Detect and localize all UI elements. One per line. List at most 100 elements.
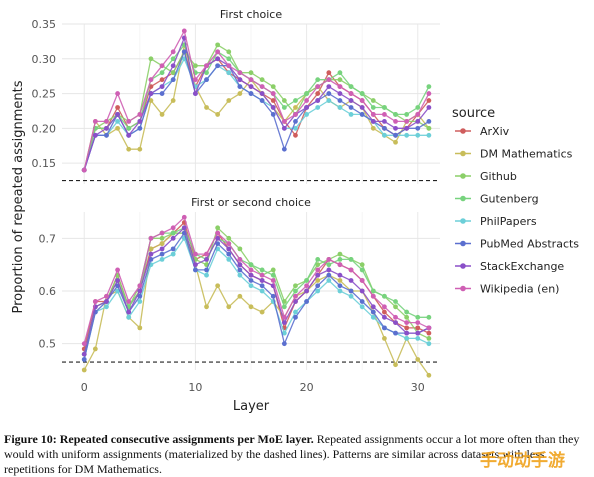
y-tick-label: 0.35 [32, 18, 57, 31]
data-point [315, 84, 321, 90]
data-point [393, 304, 398, 310]
data-point [104, 125, 109, 131]
data-point [326, 84, 332, 90]
data-point [170, 251, 176, 257]
series-line [83, 221, 430, 350]
y-axis-title: Proportion of repeated assignments [11, 80, 26, 313]
data-point [126, 132, 132, 138]
series-wikipedia-en- [81, 28, 432, 173]
data-point [337, 272, 343, 278]
data-point [248, 91, 254, 96]
data-point [415, 125, 421, 131]
data-point [170, 246, 176, 252]
y-tick-label: 0.20 [32, 122, 57, 135]
data-point [193, 267, 198, 273]
data-point [92, 118, 98, 124]
series-line [83, 44, 430, 171]
data-point [126, 309, 132, 315]
data-point [404, 320, 410, 325]
data-point [393, 132, 398, 138]
data-point [426, 91, 432, 96]
data-point [159, 246, 165, 252]
y-tick-label: 0.6 [39, 285, 57, 298]
data-point [215, 49, 221, 55]
data-point [159, 70, 165, 76]
data-point [304, 278, 309, 283]
data-point [226, 98, 232, 103]
data-point [204, 272, 209, 278]
data-point [370, 309, 376, 315]
series-line [83, 43, 430, 171]
series-wikipedia-en- [81, 214, 432, 347]
data-point [137, 288, 143, 294]
data-point [270, 98, 276, 103]
data-point [393, 314, 398, 320]
data-point [259, 267, 265, 273]
data-point [159, 77, 165, 83]
data-point [415, 132, 421, 138]
data-point [348, 288, 354, 294]
data-point [281, 330, 287, 336]
legend-swatch-dot [460, 195, 466, 202]
data-point [393, 299, 398, 304]
data-point [137, 325, 143, 331]
data-point [248, 283, 254, 289]
data-point [204, 77, 209, 83]
data-point [315, 278, 321, 283]
data-point [426, 325, 432, 331]
data-point [426, 132, 432, 138]
data-point [204, 63, 209, 69]
data-point [170, 225, 176, 231]
data-point [248, 304, 254, 310]
data-point [215, 230, 221, 236]
legend-title: source [452, 106, 495, 121]
data-point [326, 267, 332, 273]
legend-label: PhilPapers [480, 215, 537, 228]
data-point [92, 132, 98, 138]
series-line [83, 50, 430, 171]
data-point [237, 262, 243, 268]
caption-body: Repeated assignments occur a lot more of… [4, 432, 580, 476]
data-point [348, 278, 354, 283]
data-point [115, 278, 120, 283]
legend-swatch-dot [460, 240, 466, 247]
data-point [393, 112, 398, 117]
data-point [248, 84, 254, 90]
data-point [293, 112, 298, 117]
series-line [83, 49, 430, 171]
data-point [359, 299, 365, 304]
data-point [382, 314, 387, 320]
watermark: 手动动手游 [480, 451, 565, 471]
data-point [248, 262, 254, 268]
data-point [315, 272, 321, 278]
legend-label: Gutenberg [480, 193, 539, 206]
data-point [337, 98, 343, 103]
data-point [359, 105, 365, 110]
data-point [92, 346, 98, 352]
legend-item: PhilPapers [455, 215, 537, 228]
data-point [359, 262, 365, 268]
data-point [270, 91, 276, 96]
data-point [148, 235, 154, 241]
data-point [259, 77, 265, 83]
data-point [148, 251, 154, 257]
data-point [415, 357, 421, 362]
data-point [181, 225, 187, 231]
data-point [226, 56, 232, 62]
data-point [126, 299, 132, 304]
series-line [83, 232, 430, 376]
data-point [281, 98, 287, 103]
data-point [281, 146, 287, 152]
data-point [370, 293, 376, 299]
data-point [137, 293, 143, 299]
data-point [193, 77, 198, 83]
legend-label: Github [480, 170, 517, 183]
data-point [348, 267, 354, 273]
data-point [159, 257, 165, 262]
data-point [215, 235, 221, 241]
data-point [115, 125, 120, 131]
data-point [148, 77, 154, 83]
data-point [181, 49, 187, 55]
data-point [270, 112, 276, 117]
data-point [237, 70, 243, 76]
